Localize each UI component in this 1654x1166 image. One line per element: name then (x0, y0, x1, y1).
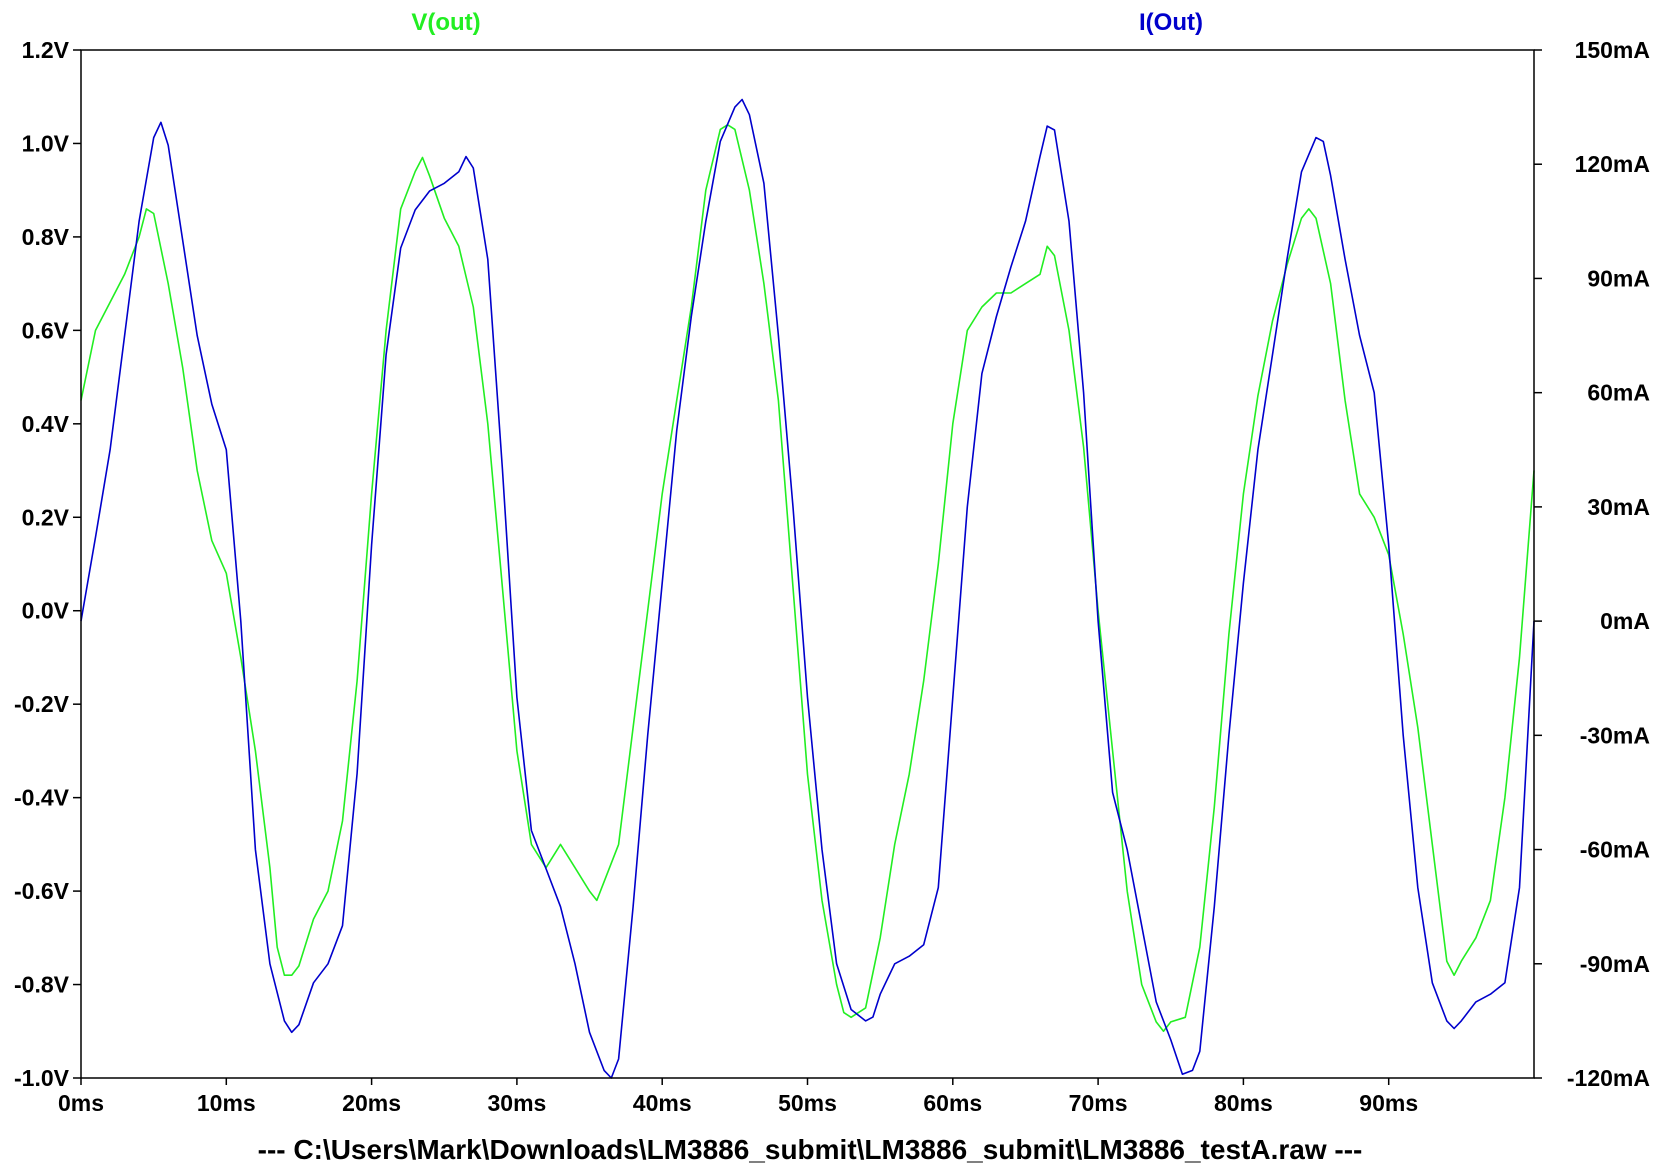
x-tick-label: 0ms (58, 1090, 104, 1116)
x-tick-label: 40ms (633, 1090, 692, 1116)
left-y-tick-label: 0.2V (22, 504, 70, 530)
x-tick-label: 30ms (487, 1090, 546, 1116)
right-y-tick-label: -90mA (1580, 951, 1650, 977)
left-y-tick-label: -0.2V (14, 691, 70, 717)
right-y-tick-label: -30mA (1580, 722, 1650, 748)
left-y-tick-label: 0.4V (22, 411, 70, 437)
left-y-tick-label: -0.4V (14, 785, 70, 811)
right-y-tick-label: 150mA (1575, 37, 1650, 63)
x-tick-label: 60ms (923, 1090, 982, 1116)
right-y-tick-label: 120mA (1575, 151, 1650, 177)
left-y-tick-label: 1.2V (22, 37, 70, 63)
series-vout-line (80, 124, 1535, 1033)
x-axis: 0ms 10ms 20ms 30ms 40ms 50ms 60ms 70ms 80ms 90ms (58, 1078, 1418, 1116)
left-y-tick-label: -0.6V (14, 878, 70, 904)
right-y-tick-label: -60mA (1580, 837, 1650, 863)
right-y-tick-label: 0mA (1600, 608, 1650, 634)
series-iout-line (80, 98, 1535, 1079)
x-tick-label: 20ms (342, 1090, 401, 1116)
left-y-tick-label: 0.0V (22, 598, 70, 624)
left-y-tick-label: 0.6V (22, 317, 70, 343)
right-y-tick-label: -120mA (1567, 1065, 1650, 1091)
x-tick-label: 50ms (778, 1090, 837, 1116)
right-y-tick-label: 90mA (1587, 265, 1650, 291)
right-y-tick-label: 30mA (1587, 494, 1650, 520)
x-tick-label: 70ms (1069, 1090, 1128, 1116)
file-path-footer: --- C:\Users\Mark\Downloads\LM3886_submi… (258, 1134, 1363, 1165)
x-tick-label: 80ms (1214, 1090, 1273, 1116)
right-y-axis: 150mA 120mA 90mA 60mA 30mA 0mA -30mA -60mA -90mA… (1534, 37, 1650, 1091)
left-y-axis: 1.2V 1.0V 0.8V 0.6V 0.4V 0.2V 0.0V -0.2V -0.4V -0… (14, 37, 81, 1091)
x-tick-label: 10ms (197, 1090, 256, 1116)
left-y-tick-label: -0.8V (14, 972, 70, 998)
series-layer (80, 98, 1535, 1079)
left-y-tick-label: 0.8V (22, 224, 70, 250)
legend-iout: I(Out) (1139, 9, 1203, 36)
legend-vout: V(out) (411, 9, 480, 36)
right-y-tick-label: 60mA (1587, 380, 1650, 406)
left-y-tick-label: 1.0V (22, 130, 70, 156)
left-y-tick-label: -1.0V (14, 1065, 70, 1091)
x-tick-label: 90ms (1359, 1090, 1418, 1116)
